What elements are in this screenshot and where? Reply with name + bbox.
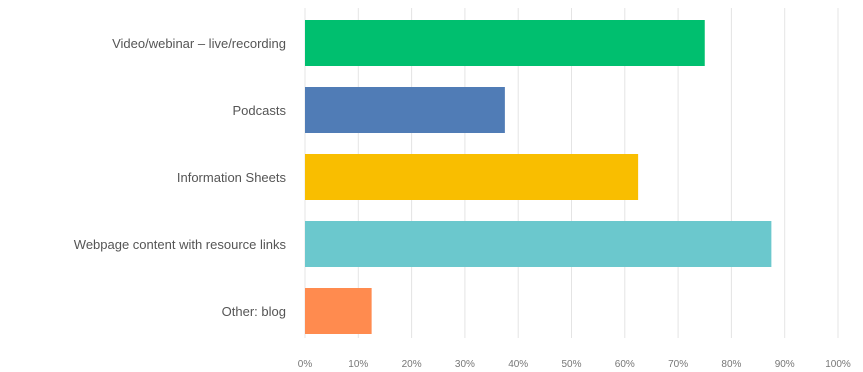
x-tick-label: 70%: [668, 359, 688, 370]
category-labels: Video/webinar – live/recording Podcasts In…: [74, 36, 287, 319]
bar: [305, 20, 705, 66]
x-tick-label: 80%: [721, 359, 741, 370]
x-tick-label: 50%: [561, 359, 581, 370]
x-axis-tick-labels: 0% 10% 20% 30% 40% 50% 60% 70% 80% 90% 100%: [298, 359, 851, 370]
x-tick-label: 60%: [615, 359, 635, 370]
bar: [305, 154, 639, 200]
category-label: Other: blog: [222, 304, 286, 319]
x-tick-label: 40%: [508, 359, 528, 370]
x-tick-label: 30%: [455, 359, 475, 370]
bar: [305, 87, 505, 133]
x-tick-label: 90%: [775, 359, 795, 370]
category-label: Podcasts: [233, 103, 287, 118]
bar: [305, 288, 372, 334]
x-tick-label: 100%: [825, 359, 851, 370]
x-tick-label: 0%: [298, 359, 313, 370]
category-label: Information Sheets: [177, 170, 287, 185]
bar: [305, 221, 772, 267]
x-tick-label: 10%: [348, 359, 368, 370]
category-label: Video/webinar – live/recording: [112, 36, 286, 51]
category-label: Webpage content with resource links: [74, 237, 287, 252]
bars: [305, 20, 772, 334]
x-tick-label: 20%: [402, 359, 422, 370]
